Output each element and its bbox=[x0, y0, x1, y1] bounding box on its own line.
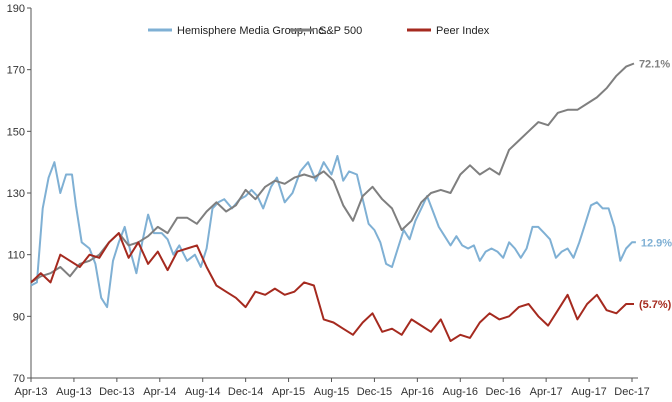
series-end-label-1: 72.1% bbox=[639, 59, 670, 71]
x-tick-label: Dec-13 bbox=[99, 386, 134, 398]
x-tick-label: Apr-17 bbox=[530, 386, 563, 398]
axes: 70 90 110 130 150 170 190 Apr-13 Aug-13 Dec-13 Apr… bbox=[7, 3, 650, 398]
y-tick-label: 190 bbox=[7, 3, 25, 15]
x-tick-label: Apr-14 bbox=[143, 386, 176, 398]
y-tick-label: 90 bbox=[13, 311, 25, 323]
legend-label-1: S&P 500 bbox=[319, 25, 362, 37]
x-tick-label: Dec-17 bbox=[614, 386, 649, 398]
y-tick-label: 110 bbox=[7, 250, 25, 262]
y-tick-label: 150 bbox=[7, 126, 25, 138]
x-tick-label: Apr-15 bbox=[272, 386, 305, 398]
series-line-0 bbox=[30, 155, 636, 309]
x-tick-label: Apr-13 bbox=[14, 386, 47, 398]
series-end-label-0: 12.9% bbox=[641, 237, 672, 249]
series-end-label-2: (5.7%) bbox=[639, 299, 672, 311]
x-tick-label: Apr-16 bbox=[401, 386, 434, 398]
x-tick-label: Dec-15 bbox=[357, 386, 392, 398]
x-tick-label: Aug-14 bbox=[185, 386, 220, 398]
legend: Hemisphere Media Group, Inc.S&P 500 Peer … bbox=[148, 25, 490, 37]
x-tick-label: Aug-13 bbox=[56, 386, 91, 398]
x-tick-label: Aug-17 bbox=[571, 386, 606, 398]
series-line-2 bbox=[30, 232, 634, 342]
legend-label-2: Peer Index bbox=[436, 25, 490, 37]
series-line-1 bbox=[30, 62, 635, 284]
x-tick-label: Dec-16 bbox=[485, 386, 520, 398]
y-tick-label: 130 bbox=[7, 188, 25, 200]
y-tick-label: 170 bbox=[7, 65, 25, 77]
legend-label-0: Hemisphere Media Group, Inc. bbox=[177, 25, 327, 37]
x-tick-label: Dec-14 bbox=[228, 386, 263, 398]
series-layer: 12.9% 72.1% (5.7%) bbox=[30, 59, 672, 342]
y-tick-label: 70 bbox=[13, 373, 25, 385]
x-tick-label: Aug-16 bbox=[443, 386, 478, 398]
x-tick-label: Aug-15 bbox=[314, 386, 349, 398]
